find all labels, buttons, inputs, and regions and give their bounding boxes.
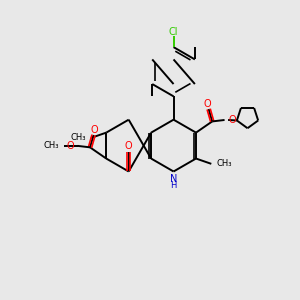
Text: CH₃: CH₃ <box>70 134 85 142</box>
Text: O: O <box>228 115 236 125</box>
Text: CH₃: CH₃ <box>217 159 232 168</box>
Text: O: O <box>67 141 74 151</box>
Text: Cl: Cl <box>169 27 178 37</box>
Text: N: N <box>170 174 177 184</box>
Text: CH₃: CH₃ <box>44 141 59 150</box>
Text: H: H <box>170 181 177 190</box>
Text: O: O <box>204 99 212 109</box>
Text: O: O <box>91 125 98 135</box>
Text: O: O <box>125 142 133 152</box>
